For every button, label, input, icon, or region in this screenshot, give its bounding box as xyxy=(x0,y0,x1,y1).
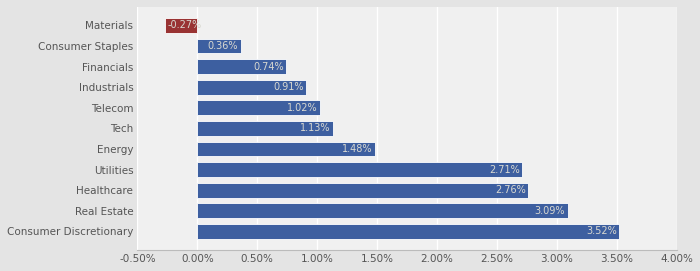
Text: 2.71%: 2.71% xyxy=(489,164,519,175)
Text: 3.09%: 3.09% xyxy=(535,206,565,216)
Bar xyxy=(197,162,522,177)
Text: 0.91%: 0.91% xyxy=(274,82,304,92)
Text: 2.76%: 2.76% xyxy=(495,185,526,195)
Text: 0.74%: 0.74% xyxy=(253,62,284,72)
Bar xyxy=(197,80,307,95)
Bar xyxy=(165,18,197,33)
Bar xyxy=(197,224,619,239)
Text: 1.48%: 1.48% xyxy=(342,144,372,154)
Bar xyxy=(197,142,374,156)
Bar xyxy=(197,121,332,136)
Text: 3.52%: 3.52% xyxy=(586,227,617,236)
Bar xyxy=(197,204,568,218)
Bar xyxy=(197,183,528,198)
Text: 0.36%: 0.36% xyxy=(208,41,238,51)
Bar xyxy=(197,38,241,53)
Text: -0.27%: -0.27% xyxy=(167,20,202,30)
Bar xyxy=(197,100,320,115)
Text: 1.02%: 1.02% xyxy=(286,103,317,113)
Bar xyxy=(197,59,286,74)
Text: 1.13%: 1.13% xyxy=(300,123,330,133)
